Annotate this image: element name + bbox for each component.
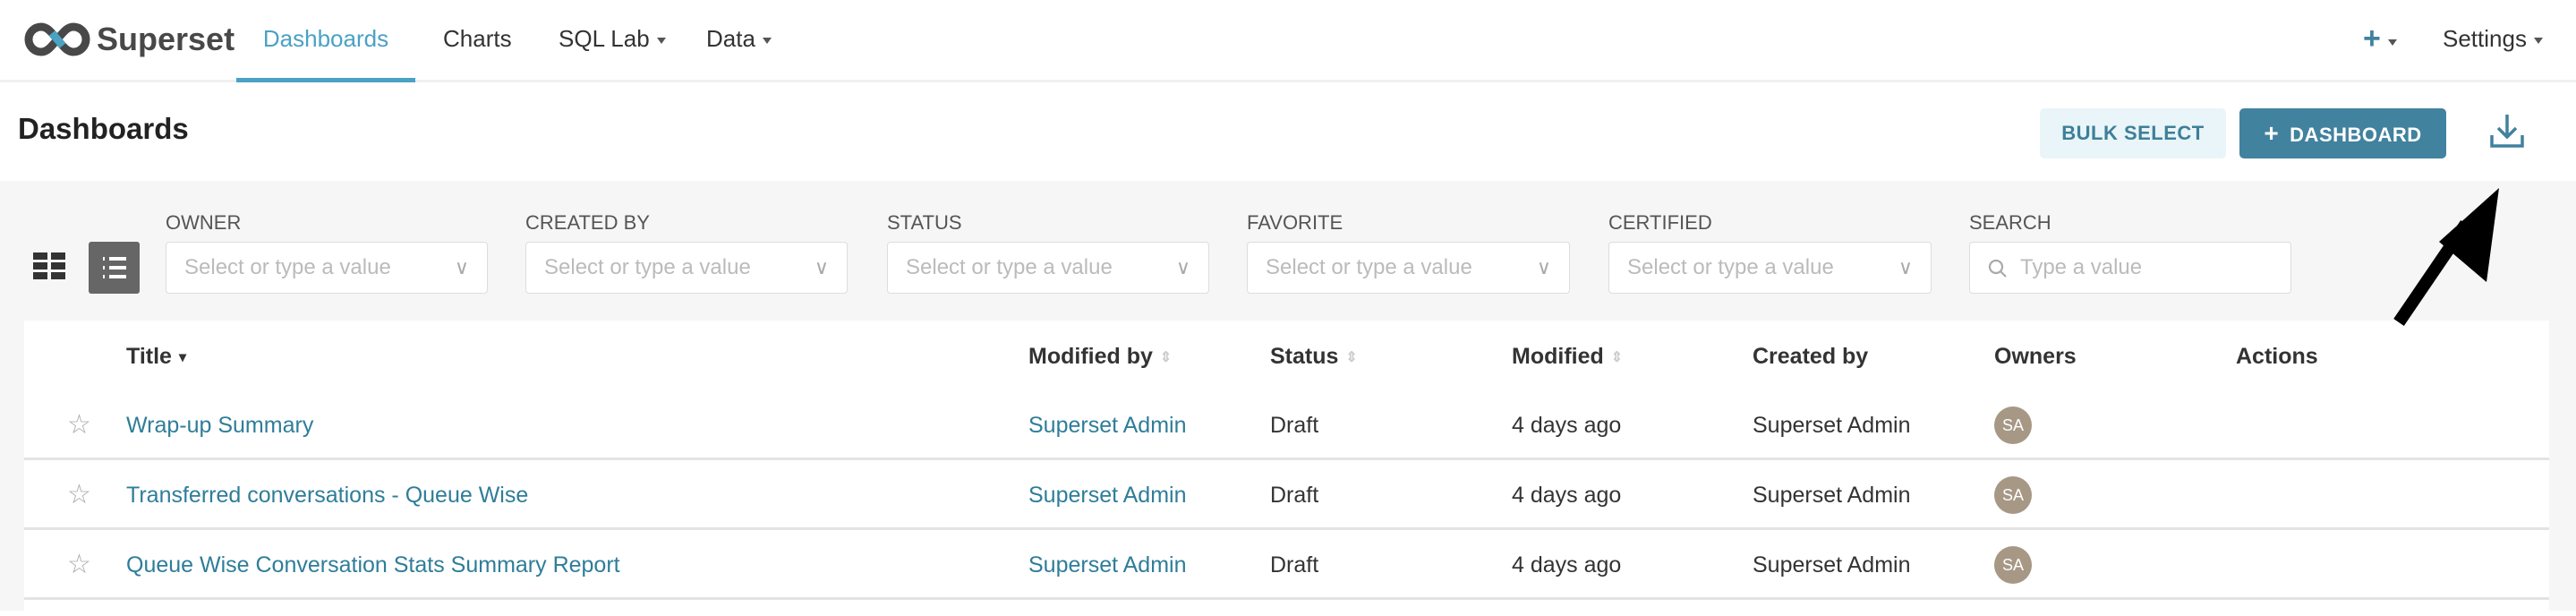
chevron-down-icon: ∨ (454, 256, 469, 278)
owner-filter-select[interactable]: Select or type a value ∨ (166, 242, 488, 294)
bulk-select-button[interactable]: BULK SELECT (2040, 108, 2226, 158)
modified-by-link[interactable]: Superset Admin (1028, 552, 1187, 578)
column-header-modified[interactable]: Modified ⇕ (1512, 344, 1623, 370)
chevron-down-icon: ∨ (1898, 256, 1913, 278)
certified-filter-placeholder: Select or type a value (1627, 255, 1834, 279)
created-by-filter-label: CREATED BY (525, 211, 650, 234)
plus-icon: + (2264, 119, 2280, 147)
created-by-cell: Superset Admin (1753, 483, 1911, 508)
chevron-down-icon: ∨ (814, 256, 829, 278)
nav-data-label: Data (706, 25, 755, 52)
nav-tab-data[interactable]: Data (706, 0, 772, 82)
search-icon (1988, 259, 2007, 278)
status-cell: Draft (1270, 483, 1319, 508)
caret-down-icon (2533, 37, 2543, 44)
owner-avatar[interactable]: SA (1994, 476, 2032, 514)
modified-by-link[interactable]: Superset Admin (1028, 413, 1187, 438)
created-by-filter-select[interactable]: Select or type a value ∨ (525, 242, 848, 294)
grid-icon (33, 252, 65, 279)
brand-name: Superset (97, 21, 235, 57)
list-icon (103, 257, 126, 278)
search-input[interactable]: Type a value (1969, 242, 2291, 294)
owner-filter-label: OWNER (166, 211, 242, 234)
modified-cell: 4 days ago (1512, 413, 1622, 438)
add-dashboard-label: DASHBOARD (2290, 124, 2422, 146)
created-by-filter-placeholder: Select or type a value (544, 255, 751, 279)
column-header-title[interactable]: Title ▾ (126, 344, 186, 370)
top-navbar: Superset Dashboards Charts SQL Lab Data … (0, 0, 2576, 82)
status-filter-label: STATUS (887, 211, 962, 234)
new-menu[interactable]: + (2363, 0, 2397, 82)
favorite-filter-placeholder: Select or type a value (1266, 255, 1472, 279)
page-title: Dashboards (18, 112, 189, 145)
favorite-star-icon[interactable]: ☆ (67, 550, 91, 579)
dashboards-table: Title ▾ Modified by ⇕ Status ⇕ Modified ⇕ Cr… (24, 321, 2549, 616)
table-row: ☆ Wrap-up Summary Superset Admin Draft 4… (24, 390, 2549, 460)
annotation-arrow (2393, 188, 2499, 326)
sort-icon: ⇕ (1159, 350, 1173, 366)
search-placeholder: Type a value (2020, 255, 2143, 279)
chevron-down-icon: ∨ (1175, 256, 1190, 278)
modified-cell: 4 days ago (1512, 552, 1622, 578)
nav-sql-lab-label: SQL Lab (559, 25, 650, 52)
nav-tab-charts[interactable]: Charts (443, 25, 512, 52)
nav-tab-dashboards[interactable]: Dashboards (236, 0, 415, 82)
created-by-cell: Superset Admin (1753, 413, 1911, 438)
dashboard-title-link[interactable]: Queue Wise Conversation Stats Summary Re… (126, 552, 620, 578)
list-view-toggle[interactable] (89, 242, 140, 294)
certified-filter-select[interactable]: Select or type a value ∨ (1608, 242, 1932, 294)
created-by-cell: Superset Admin (1753, 552, 1911, 578)
column-header-status[interactable]: Status ⇕ (1270, 344, 1358, 370)
page-header: Dashboards BULK SELECT + DASHBOARD (0, 85, 2576, 181)
favorite-filter-select[interactable]: Select or type a value ∨ (1247, 242, 1570, 294)
search-filter-label: SEARCH (1969, 211, 2051, 234)
modified-by-link[interactable]: Superset Admin (1028, 483, 1187, 508)
plus-icon: + (2363, 21, 2381, 56)
status-cell: Draft (1270, 552, 1319, 578)
chevron-down-icon: ∨ (1536, 256, 1551, 278)
column-header-owners: Owners (1994, 344, 2077, 369)
table-row: ☆ Queue Wise Conversation Stats Summary … (24, 530, 2549, 600)
column-status-label: Status (1270, 344, 1339, 369)
column-header-modified-by[interactable]: Modified by ⇕ (1028, 344, 1172, 370)
table-row: ☆ Transferred conversations - Queue Wise… (24, 460, 2549, 530)
superset-logo[interactable]: Superset (23, 20, 235, 59)
caret-down-icon (762, 37, 772, 44)
download-icon[interactable] (2488, 112, 2526, 154)
caret-down-icon (2387, 38, 2397, 46)
dashboard-title-link[interactable]: Wrap-up Summary (126, 413, 314, 438)
status-filter-placeholder: Select or type a value (906, 255, 1113, 279)
favorite-filter-label: FAVORITE (1247, 211, 1343, 234)
modified-cell: 4 days ago (1512, 483, 1622, 508)
settings-menu[interactable]: Settings (2443, 0, 2543, 82)
owner-avatar[interactable]: SA (1994, 546, 2032, 584)
owner-avatar[interactable]: SA (1994, 406, 2032, 444)
favorite-star-icon[interactable]: ☆ (67, 480, 91, 509)
status-cell: Draft (1270, 413, 1319, 438)
superset-logo-icon (24, 22, 90, 56)
sort-icon: ⇕ (1345, 350, 1358, 366)
column-title-label: Title (126, 344, 172, 369)
caret-down-icon (656, 37, 666, 44)
column-header-created-by: Created by (1753, 344, 1869, 369)
filter-area: OWNER Select or type a value ∨ CREATED BY… (0, 181, 2576, 616)
sort-desc-icon: ▾ (178, 350, 186, 366)
sort-icon: ⇕ (1610, 350, 1624, 366)
column-header-actions: Actions (2236, 344, 2318, 369)
nav-tab-sql-lab[interactable]: SQL Lab (559, 0, 666, 82)
favorite-star-icon[interactable]: ☆ (67, 410, 91, 440)
owner-filter-placeholder: Select or type a value (184, 255, 391, 279)
settings-label: Settings (2443, 25, 2527, 52)
certified-filter-label: CERTIFIED (1608, 211, 1712, 234)
dashboard-title-link[interactable]: Transferred conversations - Queue Wise (126, 483, 529, 508)
status-filter-select[interactable]: Select or type a value ∨ (887, 242, 1209, 294)
add-dashboard-button[interactable]: + DASHBOARD (2239, 108, 2446, 158)
card-view-toggle[interactable] (33, 252, 65, 284)
column-modified-by-label: Modified by (1028, 344, 1153, 369)
column-modified-label: Modified (1512, 344, 1604, 369)
